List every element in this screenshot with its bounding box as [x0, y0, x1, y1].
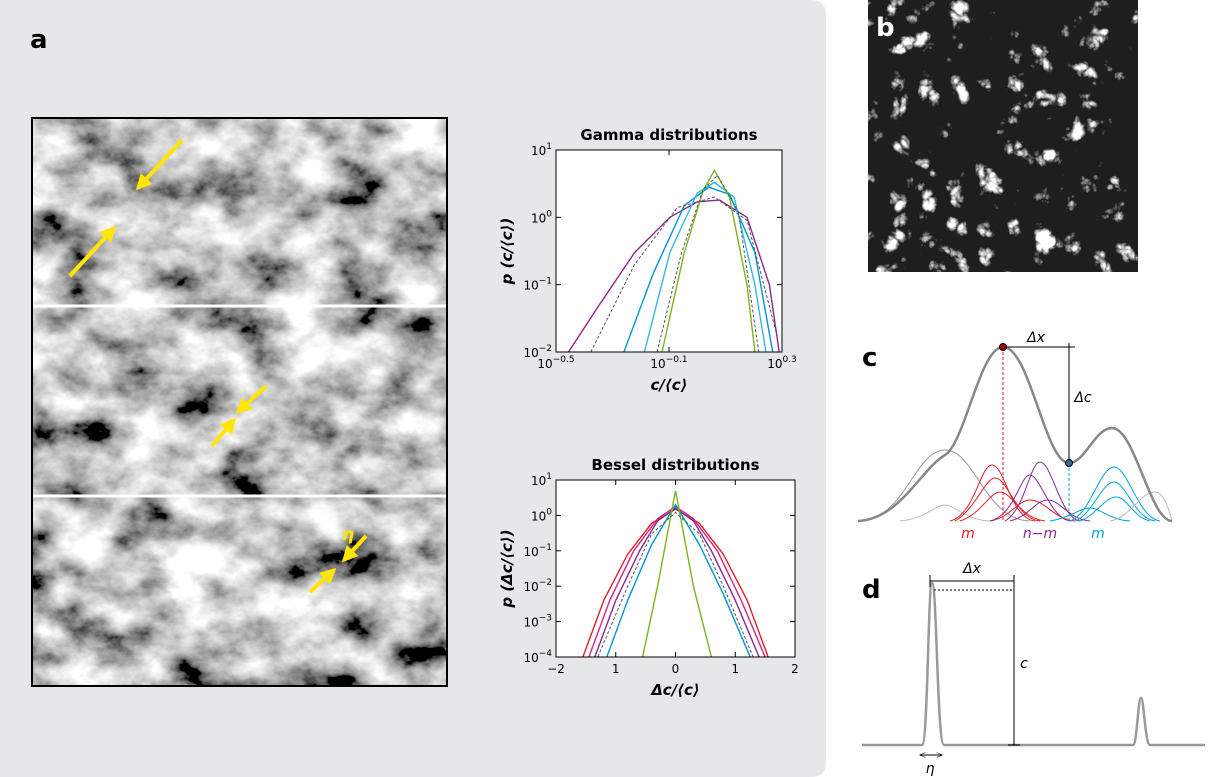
x-tick-label: 1: [731, 662, 739, 676]
panel-label: d: [862, 575, 881, 605]
x-axis-label: c/⟨c⟩: [651, 376, 688, 394]
c-label: c: [1020, 656, 1028, 672]
y-tick-label-base: 10: [523, 279, 538, 293]
y-tick-label-exponent: −4: [539, 649, 553, 659]
delta-c-label: Δc: [1073, 390, 1092, 406]
turbulence-image: [32, 118, 447, 686]
bump-diagram: [858, 343, 1172, 521]
chart-title: Bessel distributions: [591, 456, 759, 474]
x-tick-label: 1: [612, 662, 620, 676]
panel-label: a: [30, 25, 48, 55]
y-axis-label: p (Δc/⟨c⟩): [498, 529, 516, 608]
y-tick-label-exponent: −3: [539, 614, 552, 624]
y-tick-label-exponent: 1: [546, 142, 552, 152]
y-tick-label-base: 10: [531, 509, 546, 523]
chart-title: Gamma distributions: [580, 126, 757, 144]
x-tick-label: 2: [791, 662, 799, 676]
y-tick-label-base: 10: [531, 211, 546, 225]
x-tick-label-base: 10: [537, 357, 552, 371]
m-label: m: [961, 526, 975, 542]
y-tick-label-base: 10: [531, 144, 546, 158]
y-tick-label-base: 10: [523, 545, 538, 559]
eta-label: η: [342, 525, 354, 545]
x-tick-label: −2: [547, 662, 565, 676]
x-tick-label-exponent: 0.3: [782, 355, 796, 365]
y-tick-label-exponent: 0: [546, 507, 552, 517]
y-axis-label: p (c/⟨c⟩): [498, 218, 516, 286]
x-tick-label-base: 10: [650, 357, 665, 371]
y-tick-label-base: 10: [523, 580, 538, 594]
x-tick-label-base: 10: [767, 357, 782, 371]
delta-x-label: Δx: [1026, 330, 1046, 346]
n-minus-m-label: n−m: [1023, 526, 1057, 542]
x-tick-label-base: 1: [612, 662, 620, 676]
panel-label: b: [876, 13, 895, 43]
x-tick-label-base: −2: [547, 662, 565, 676]
x-tick-label-exponent: −0.1: [666, 355, 688, 365]
y-tick-label-base: 10: [523, 346, 538, 360]
x-axis-label: Δc/⟨c⟩: [650, 681, 700, 699]
y-tick-label-base: 10: [523, 616, 538, 630]
y-tick-label-exponent: −1: [539, 543, 552, 553]
x-tick-label-exponent: −0.5: [553, 355, 575, 365]
delta-x-label: Δx: [962, 561, 982, 577]
scalar-image: [868, 0, 1138, 272]
panel-label: c: [862, 343, 877, 373]
y-tick-label-base: 10: [531, 474, 546, 488]
y-tick-label-base: 10: [523, 651, 538, 665]
y-tick-label-exponent: −2: [539, 578, 552, 588]
y-tick-label-exponent: 1: [546, 472, 552, 482]
y-tick-label-exponent: −2: [539, 344, 552, 354]
m-label: m: [1091, 526, 1105, 542]
x-tick-label: 0: [672, 662, 680, 676]
y-tick-label-exponent: 0: [546, 209, 552, 219]
y-tick-label-exponent: −1: [539, 277, 552, 287]
eta-label: η: [926, 761, 935, 777]
figure: a η b c: [0, 0, 1227, 777]
pulse-diagram: [862, 575, 1205, 755]
